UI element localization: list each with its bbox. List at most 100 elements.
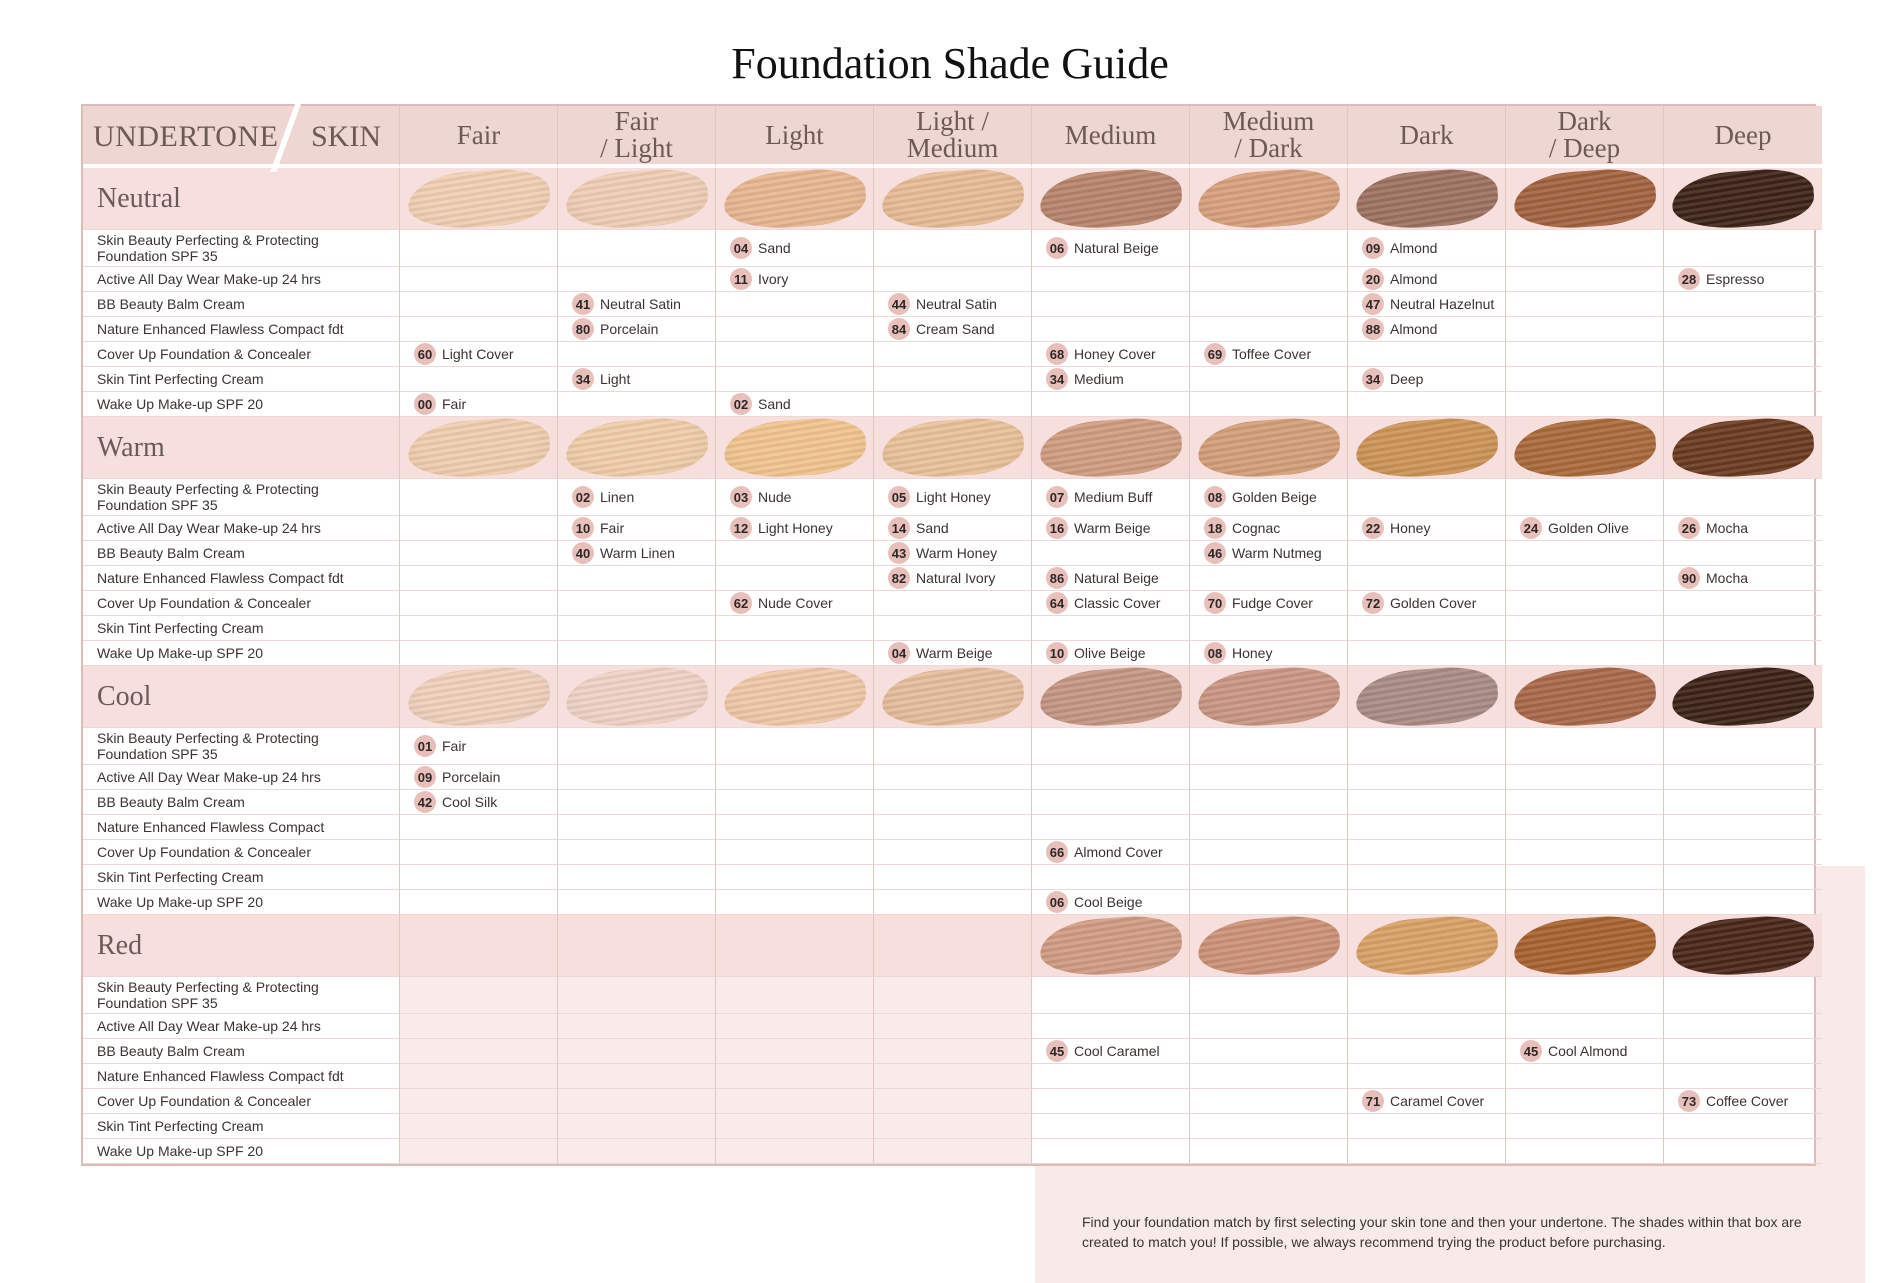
shade-cell xyxy=(1664,616,1822,641)
product-name: Nature Enhanced Flawless Compact fdt xyxy=(83,566,400,591)
shade-cell: 10 Fair xyxy=(558,516,716,541)
shade-number-badge: 28 xyxy=(1678,268,1700,290)
shade-cell xyxy=(874,591,1032,616)
shade-cell: 11 Ivory xyxy=(716,267,874,292)
shade-number-badge: 82 xyxy=(888,567,910,589)
shade-number-badge: 02 xyxy=(572,486,594,508)
shade-name: Cool Beige xyxy=(1074,894,1143,910)
shade-cell xyxy=(1190,840,1348,865)
shade-cell xyxy=(1506,815,1664,840)
shade-cell: 03 Nude xyxy=(716,479,874,516)
shade-cell: 26 Mocha xyxy=(1664,516,1822,541)
swatch-cell xyxy=(874,915,1032,977)
shade-cell xyxy=(874,342,1032,367)
shade-name: Natural Ivory xyxy=(916,570,996,586)
shade-cell xyxy=(1506,317,1664,342)
shade-cell xyxy=(1348,977,1506,1014)
shade-cell: 64 Classic Cover xyxy=(1032,591,1190,616)
foundation-swatch xyxy=(1195,663,1342,730)
shade-cell xyxy=(874,890,1032,915)
shade-name: Mocha xyxy=(1706,570,1749,586)
shade-cell xyxy=(558,1064,716,1089)
shade-cell xyxy=(1664,591,1822,616)
shade-cell: 14 Sand xyxy=(874,516,1032,541)
shade-cell xyxy=(874,1089,1032,1114)
shade-cell xyxy=(1506,1064,1664,1089)
shade-cell xyxy=(558,616,716,641)
shade-cell xyxy=(1348,728,1506,765)
shade-cell xyxy=(1032,1089,1190,1114)
shade-cell xyxy=(1190,815,1348,840)
swatch-cell xyxy=(1506,414,1664,481)
shade-number-badge: 34 xyxy=(1362,368,1384,390)
shade-cell xyxy=(1032,728,1190,765)
shade-number-badge: 04 xyxy=(888,642,910,664)
shade-name: Cool Silk xyxy=(442,794,498,810)
shade-cell xyxy=(716,541,874,566)
shade-cell xyxy=(1348,566,1506,591)
shade-name: Light Honey xyxy=(758,520,833,536)
foundation-swatch xyxy=(563,165,710,232)
column-header-light: Light xyxy=(716,106,874,168)
foundation-swatch xyxy=(879,663,1026,730)
shade-name: Golden Cover xyxy=(1390,595,1477,611)
shade-cell xyxy=(1190,230,1348,267)
shade-cell xyxy=(1190,1089,1348,1114)
shade-cell: 01 Fair xyxy=(400,728,558,765)
shade-cell: 43 Warm Honey xyxy=(874,541,1032,566)
shade-cell xyxy=(558,342,716,367)
shade-cell: 07 Medium Buff xyxy=(1032,479,1190,516)
shade-cell xyxy=(1664,1114,1822,1139)
shade-cell xyxy=(716,616,874,641)
column-header-dark-deep: Dark / Deep xyxy=(1506,106,1664,168)
shade-cell: 40 Warm Linen xyxy=(558,541,716,566)
shade-cell xyxy=(1190,267,1348,292)
shade-cell xyxy=(558,641,716,666)
shade-cell: 71 Caramel Cover xyxy=(1348,1089,1506,1114)
shade-name: Almond xyxy=(1390,321,1438,337)
shade-number-badge: 64 xyxy=(1046,592,1068,614)
shade-cell xyxy=(716,566,874,591)
shade-name: Olive Beige xyxy=(1074,645,1146,661)
shade-cell xyxy=(1664,815,1822,840)
column-header-fair: Fair xyxy=(400,106,558,168)
shade-cell: 12 Light Honey xyxy=(716,516,874,541)
shade-number-badge: 01 xyxy=(414,735,436,757)
shade-cell xyxy=(400,267,558,292)
shade-cell xyxy=(558,840,716,865)
shade-cell xyxy=(558,566,716,591)
shade-name: Toffee Cover xyxy=(1232,346,1312,362)
shade-cell xyxy=(400,367,558,392)
column-header-medium: Medium xyxy=(1032,106,1190,168)
swatch-cell xyxy=(1032,663,1190,730)
shade-cell xyxy=(558,977,716,1014)
shade-number-badge: 45 xyxy=(1046,1040,1068,1062)
shade-cell xyxy=(1506,1014,1664,1039)
product-name: Nature Enhanced Flawless Compact fdt xyxy=(83,317,400,342)
shade-cell xyxy=(874,765,1032,790)
shade-cell xyxy=(1664,1014,1822,1039)
shade-number-badge: 03 xyxy=(730,486,752,508)
shade-cell: 18 Cognac xyxy=(1190,516,1348,541)
product-name: Cover Up Foundation & Concealer xyxy=(83,1089,400,1114)
shade-number-badge: 45 xyxy=(1520,1040,1542,1062)
shade-number-badge: 46 xyxy=(1204,542,1226,564)
shade-cell: 09 Almond xyxy=(1348,230,1506,267)
shade-number-badge: 12 xyxy=(730,517,752,539)
shade-cell xyxy=(1190,317,1348,342)
shade-cell xyxy=(558,728,716,765)
shade-cell xyxy=(716,317,874,342)
shade-cell xyxy=(716,840,874,865)
shade-cell xyxy=(1190,1014,1348,1039)
swatch-cell xyxy=(1190,912,1348,979)
shade-cell xyxy=(1664,317,1822,342)
swatch-cell xyxy=(716,915,874,977)
shade-number-badge: 10 xyxy=(572,517,594,539)
shade-cell xyxy=(716,1014,874,1039)
shade-name: Almond xyxy=(1390,240,1438,256)
shade-cell xyxy=(874,840,1032,865)
shade-cell xyxy=(400,1014,558,1039)
shade-cell: 06 Natural Beige xyxy=(1032,230,1190,267)
shade-number-badge: 08 xyxy=(1204,642,1226,664)
shade-cell xyxy=(1348,1114,1506,1139)
